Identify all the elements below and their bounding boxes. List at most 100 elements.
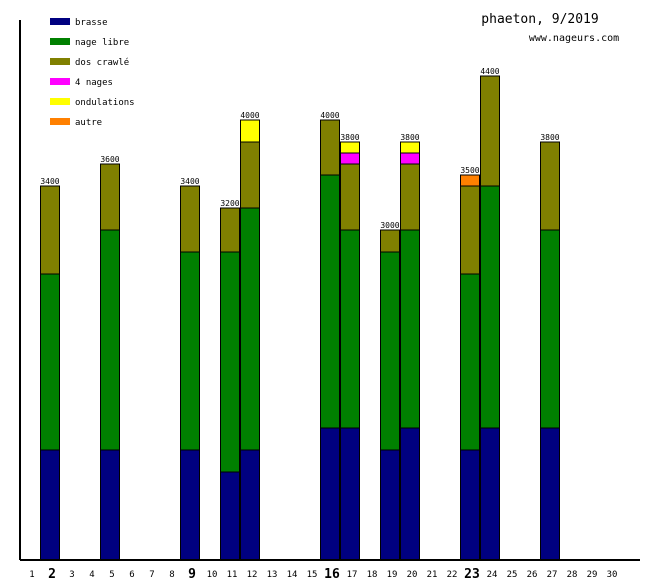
- bar-segment-day-16-dos-crawlé: [320, 119, 340, 176]
- data-labels: 3400 3600 3400 3200 4000 4000 3800 3000 3800 3500…: [40, 67, 559, 230]
- total-label-day-12: 4000: [240, 111, 259, 120]
- legend-label: 4 nages: [75, 78, 113, 88]
- total-label-day-17: 3800: [340, 133, 359, 142]
- bar-segment-day-12-dos-crawlé: [240, 141, 260, 209]
- bar-segment-day-17-brasse: [340, 427, 360, 561]
- x-tick-28: 28: [567, 570, 578, 580]
- x-tick-19: 19: [387, 570, 398, 580]
- legend: brasse nage libre dos crawlé 4 nages ondulat…: [50, 18, 135, 128]
- bar-segment-day-16-brasse: [320, 427, 340, 561]
- bar-segment-day-12-nage-libre: [240, 207, 260, 451]
- legend-label: nage libre: [75, 38, 129, 48]
- bar-segment-day-19-nage-libre: [380, 251, 400, 451]
- legend-swatch-ondulations: [50, 98, 70, 105]
- bar-segment-day-5-nage-libre: [100, 229, 120, 451]
- x-tick-8: 8: [169, 570, 174, 580]
- bar-segment-day-20-brasse: [400, 427, 420, 561]
- x-tick-10: 10: [207, 570, 218, 580]
- x-tick-14: 14: [287, 570, 298, 580]
- x-tick-6: 6: [129, 570, 134, 580]
- x-tick-7: 7: [149, 570, 154, 580]
- bar-segment-day-17-ondulations: [340, 141, 360, 154]
- bar-segment-day-12-ondulations: [240, 119, 260, 143]
- legend-swatch-4-nages: [50, 78, 70, 85]
- bar-segment-day-20-nage-libre: [400, 229, 420, 429]
- bar-segment-day-11-dos-crawlé: [220, 207, 240, 253]
- x-tick-12: 12: [247, 570, 258, 580]
- bar-segment-day-5-dos-crawlé: [100, 163, 120, 231]
- total-label-day-27: 3800: [540, 133, 559, 142]
- chart-subtitle[interactable]: www.nageurs.com: [529, 33, 619, 44]
- bar-segment-day-17-nage-libre: [340, 229, 360, 429]
- bar-segment-day-5-brasse: [100, 449, 120, 561]
- x-tick-26: 26: [527, 570, 538, 580]
- bar-segment-day-2-nage-libre: [40, 273, 60, 451]
- x-tick-13: 13: [267, 570, 278, 580]
- bar-segment-day-9-nage-libre: [180, 251, 200, 451]
- total-label-day-20: 3800: [400, 133, 419, 142]
- total-label-day-2: 3400: [40, 177, 59, 186]
- bar-segment-day-23-dos-crawlé: [460, 185, 480, 275]
- legend-label: ondulations: [75, 98, 135, 108]
- x-tick-15: 15: [307, 570, 318, 580]
- x-tick-25: 25: [507, 570, 518, 580]
- bar-segment-day-20-4-nages: [400, 152, 420, 165]
- bar-segment-day-24-nage-libre: [480, 185, 500, 429]
- total-label-day-23: 3500: [460, 166, 479, 175]
- x-tick-24: 24: [487, 570, 498, 580]
- legend-swatch-dos-crawlé: [50, 58, 70, 65]
- bar-segment-day-27-nage-libre: [540, 229, 560, 429]
- bar-segment-day-11-brasse: [220, 471, 240, 561]
- bar-segment-day-2-dos-crawlé: [40, 185, 60, 275]
- bar-segment-day-17-4-nages: [340, 152, 360, 165]
- total-label-day-24: 4400: [480, 67, 499, 76]
- x-tick-4: 4: [89, 570, 94, 580]
- bar-segment-day-23-brasse: [460, 449, 480, 561]
- bar-segment-day-19-brasse: [380, 449, 400, 561]
- x-tick-27: 27: [547, 570, 558, 580]
- x-tick-18: 18: [367, 570, 378, 580]
- bar-segment-day-27-brasse: [540, 427, 560, 561]
- bar-segment-day-27-dos-crawlé: [540, 141, 560, 231]
- x-tick-16: 16: [324, 567, 340, 580]
- legend-swatch-nage-libre: [50, 38, 70, 45]
- x-tick-17: 17: [347, 570, 358, 580]
- bar-segment-day-17-dos-crawlé: [340, 163, 360, 231]
- x-tick-labels: 1 2 3 4 5 6 7 8 9 10 11 12 13 14 15 16 17 18 19 20 21 22 23 24 2…: [29, 567, 617, 580]
- x-tick-3: 3: [69, 570, 74, 580]
- bar-segment-day-11-nage-libre: [220, 251, 240, 473]
- bar-segment-day-2-brasse: [40, 449, 60, 561]
- total-label-day-5: 3600: [100, 155, 119, 164]
- bar-segment-day-20-ondulations: [400, 141, 420, 154]
- x-tick-20: 20: [407, 570, 418, 580]
- x-tick-2: 2: [48, 567, 56, 580]
- x-tick-23: 23: [464, 567, 480, 580]
- x-tick-29: 29: [587, 570, 598, 580]
- total-label-day-16: 4000: [320, 111, 339, 120]
- bar-segment-day-23-nage-libre: [460, 273, 480, 451]
- legend-label: dos crawlé: [75, 57, 129, 68]
- chart-title: phaeton, 9/2019: [481, 12, 598, 27]
- bar-segment-day-24-dos-crawlé: [480, 75, 500, 187]
- x-tick-9: 9: [188, 567, 196, 580]
- legend-swatch-brasse: [50, 18, 70, 25]
- total-label-day-9: 3400: [180, 177, 199, 186]
- x-tick-21: 21: [427, 570, 438, 580]
- bar-segment-day-19-dos-crawlé: [380, 229, 400, 253]
- legend-label: brasse: [75, 18, 108, 28]
- legend-swatch-autre: [50, 118, 70, 125]
- bar-segment-day-9-dos-crawlé: [180, 185, 200, 253]
- total-label-day-19: 3000: [380, 221, 399, 230]
- total-label-day-11: 3200: [220, 199, 239, 208]
- x-tick-1: 1: [29, 570, 34, 580]
- legend-label: autre: [75, 118, 102, 128]
- bar-segment-day-9-brasse: [180, 449, 200, 561]
- bar-segment-day-24-brasse: [480, 427, 500, 561]
- x-tick-5: 5: [109, 570, 114, 580]
- bar-segment-day-20-dos-crawlé: [400, 163, 420, 231]
- bars: [40, 75, 560, 561]
- bar-segment-day-16-nage-libre: [320, 174, 340, 429]
- bar-segment-day-23-autre: [460, 174, 480, 187]
